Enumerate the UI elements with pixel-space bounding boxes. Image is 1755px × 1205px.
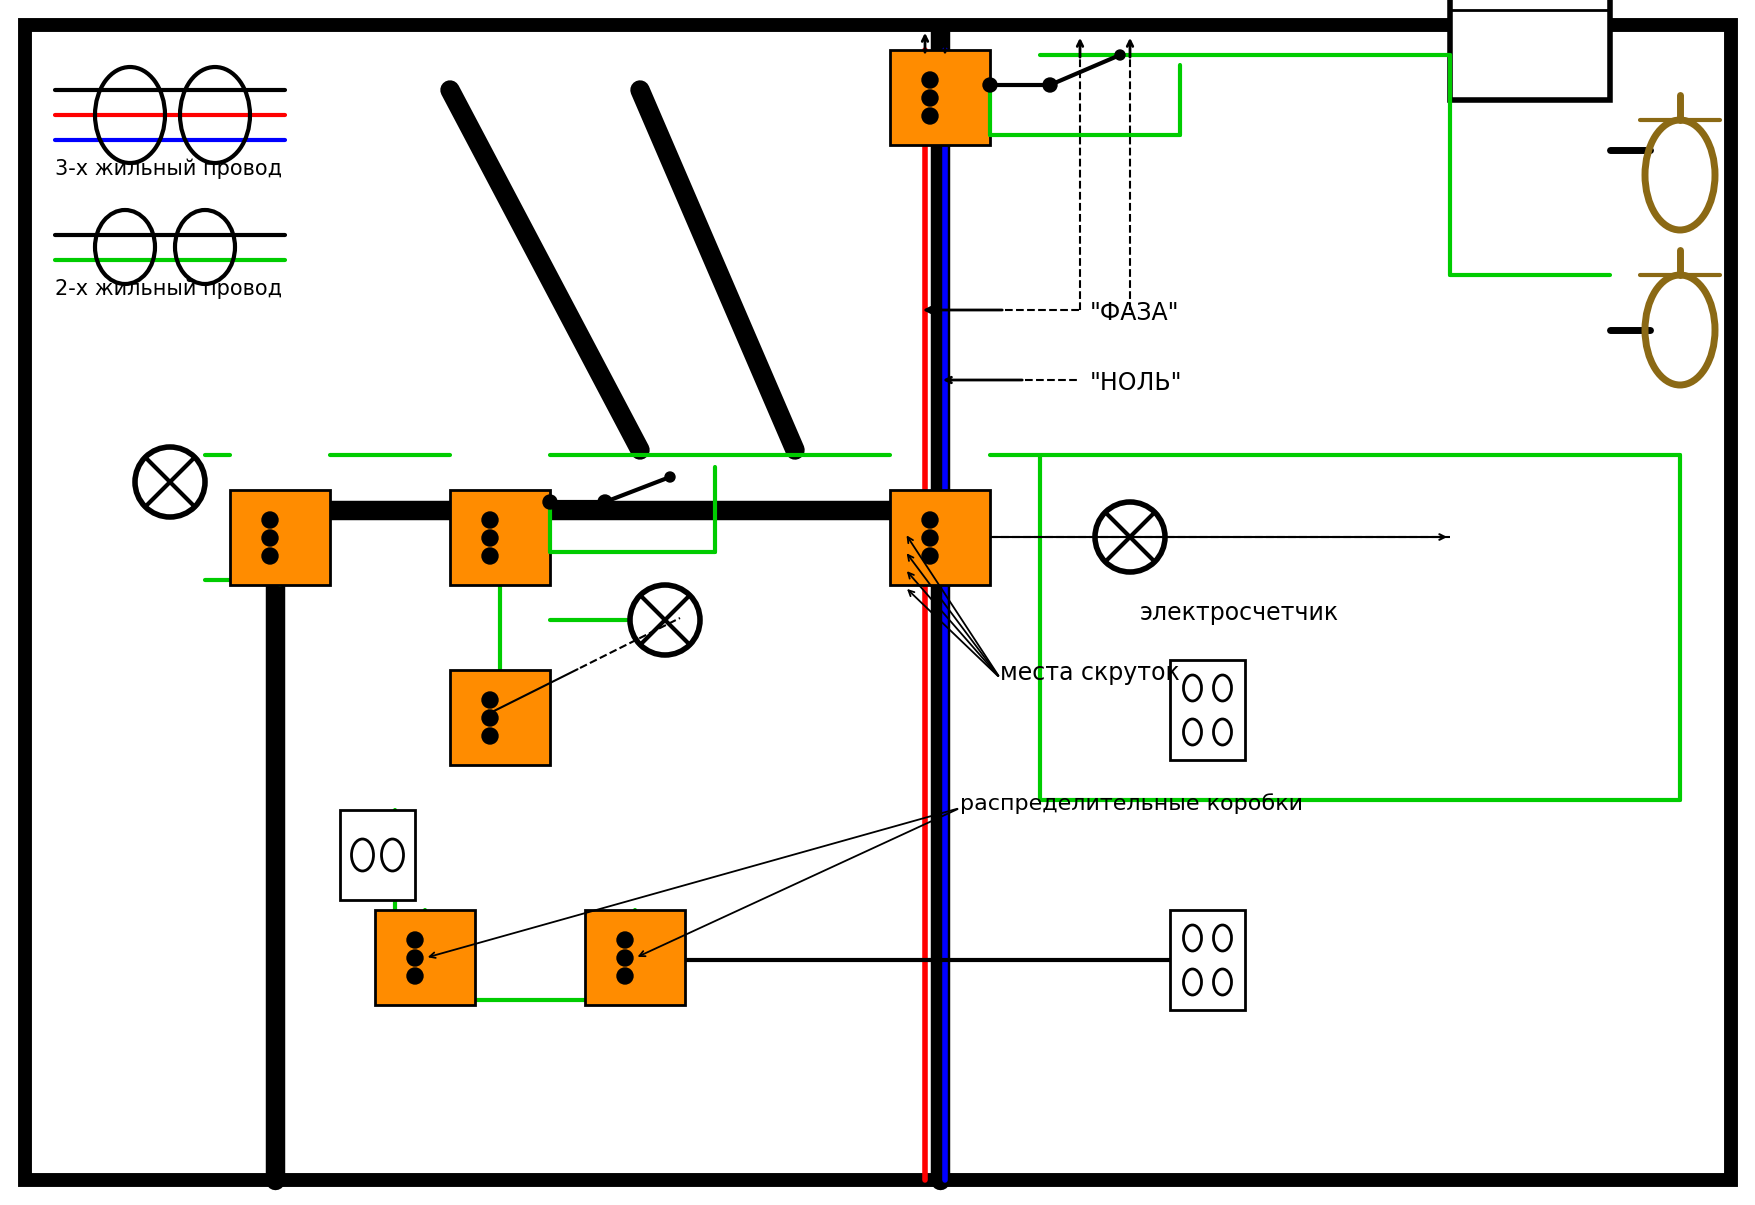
Bar bbox=[340, 810, 414, 900]
Circle shape bbox=[481, 512, 498, 528]
Circle shape bbox=[665, 472, 674, 482]
Circle shape bbox=[261, 530, 277, 546]
Bar bbox=[1450, 0, 1609, 100]
Circle shape bbox=[921, 530, 937, 546]
Circle shape bbox=[407, 950, 423, 966]
Bar bbox=[230, 490, 330, 584]
Circle shape bbox=[616, 968, 632, 984]
Text: "НОЛЬ": "НОЛЬ" bbox=[1090, 371, 1181, 395]
Bar bbox=[1169, 660, 1244, 760]
Circle shape bbox=[481, 530, 498, 546]
Bar bbox=[449, 490, 549, 584]
Circle shape bbox=[481, 710, 498, 725]
Bar bbox=[1169, 910, 1244, 1010]
Circle shape bbox=[616, 950, 632, 966]
Circle shape bbox=[616, 931, 632, 948]
Circle shape bbox=[921, 108, 937, 124]
Bar bbox=[584, 910, 684, 1005]
Circle shape bbox=[921, 72, 937, 88]
Circle shape bbox=[598, 495, 612, 509]
Circle shape bbox=[983, 78, 997, 92]
Circle shape bbox=[921, 512, 937, 528]
Text: 2-х жильный провод: 2-х жильный провод bbox=[54, 278, 283, 299]
Circle shape bbox=[481, 548, 498, 564]
Circle shape bbox=[1095, 502, 1164, 572]
Circle shape bbox=[630, 584, 700, 656]
Bar bbox=[449, 670, 549, 765]
Bar bbox=[376, 910, 476, 1005]
Circle shape bbox=[481, 728, 498, 743]
Circle shape bbox=[407, 968, 423, 984]
Bar bbox=[890, 49, 990, 145]
Text: "ФАЗА": "ФАЗА" bbox=[1090, 301, 1179, 325]
Circle shape bbox=[1042, 78, 1057, 92]
Circle shape bbox=[261, 548, 277, 564]
Circle shape bbox=[542, 495, 556, 509]
Text: 3-х жильный провод: 3-х жильный провод bbox=[54, 159, 283, 180]
Text: распределительные коробки: распределительные коробки bbox=[960, 793, 1302, 815]
Circle shape bbox=[261, 512, 277, 528]
Circle shape bbox=[921, 90, 937, 106]
Circle shape bbox=[921, 548, 937, 564]
Circle shape bbox=[407, 931, 423, 948]
Circle shape bbox=[135, 447, 205, 517]
Text: места скруток: места скруток bbox=[999, 662, 1179, 684]
Text: электросчетчик: электросчетчик bbox=[1139, 601, 1339, 625]
Circle shape bbox=[1114, 49, 1125, 60]
Bar bbox=[890, 490, 990, 584]
Circle shape bbox=[481, 692, 498, 709]
